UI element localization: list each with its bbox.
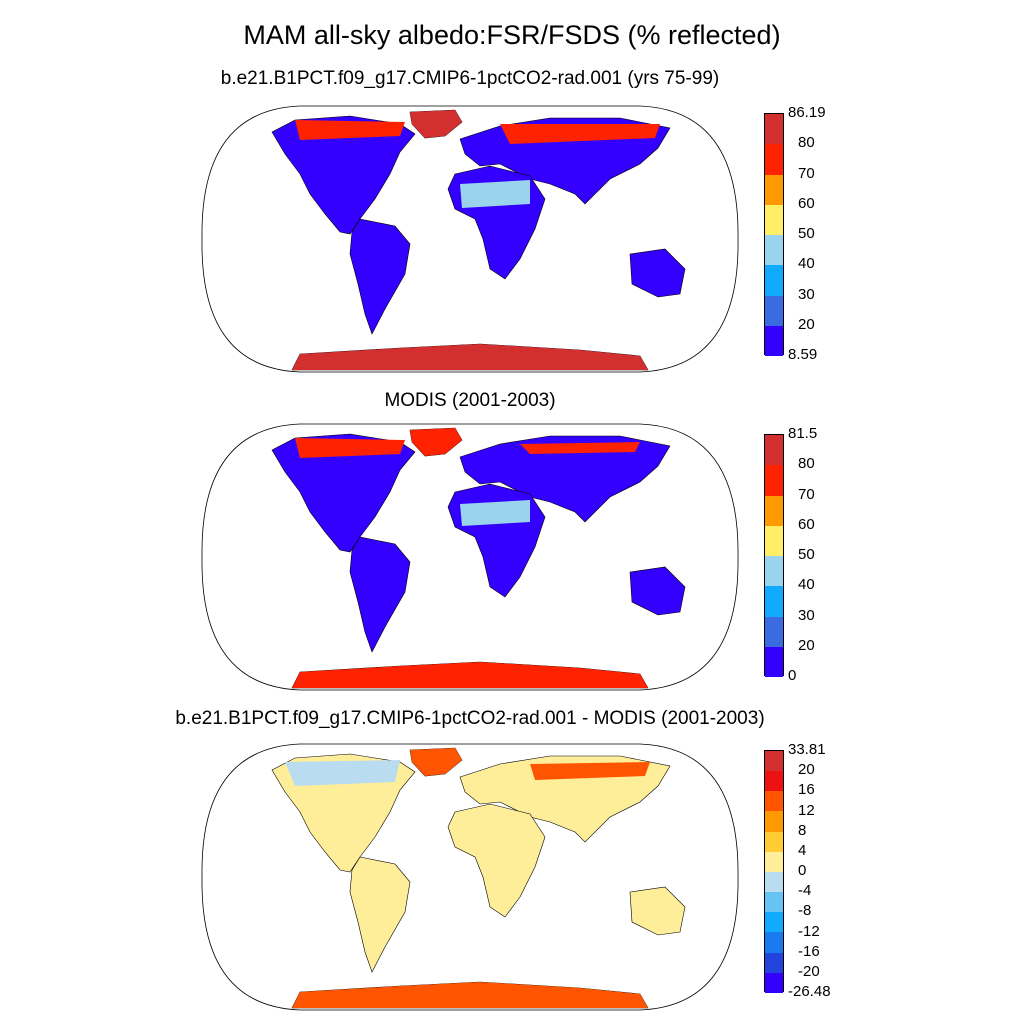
colorbar-swatch [765,295,783,326]
albedo-region [460,180,530,208]
colorbar-swatch [765,912,783,933]
map-panel-2 [201,423,739,691]
colorbar-swatch [765,791,783,812]
colorbar-swatch [765,556,783,587]
colorbar-label: -26.48 [788,983,831,1000]
albedo-region [295,120,405,140]
colorbar-swatch [765,235,783,266]
albedo-region [520,442,640,454]
colorbar-label: 12 [798,801,815,819]
colorbar-swatch [765,144,783,175]
colorbar-swatch [765,972,783,993]
colorbar-swatch [765,871,783,893]
albedo-region [295,438,405,458]
colorbar-label: 86.19 [788,104,826,121]
land-north-america [271,433,416,553]
colorbar-label: 80 [798,134,815,152]
colorbar-label: 40 [798,255,815,273]
colorbar-box [764,113,784,356]
colorbar-label: 81.5 [788,425,818,442]
albedo-region [292,662,648,688]
land-australia [629,886,686,936]
colorbar-label: 60 [798,194,815,212]
panel-1-title: b.e21.B1PCT.f09_g17.CMIP6-1pctCO2-rad.00… [220,68,720,89]
albedo-region [285,760,400,786]
albedo-region [292,344,648,370]
land-australia [629,248,686,298]
colorbar-swatch [765,174,783,205]
colorbar-swatch [765,831,783,852]
albedo-region [410,748,462,776]
land-south-america [349,218,411,335]
colorbar-swatch [765,114,783,145]
map-panel-3 [201,743,739,1011]
colorbar-swatch [765,265,783,296]
colorbar-swatch [765,204,783,235]
land-north-america [271,115,416,235]
colorbar-label: 20 [798,315,815,333]
colorbar-swatch [765,811,783,832]
colorbar-label: -4 [798,882,812,900]
figure-title: MAM all-sky albedo:FSR/FSDS (% reflected… [243,20,781,50]
colorbar-label: -8 [798,902,812,920]
colorbar-swatch [765,892,783,913]
colorbar-swatch [765,495,783,526]
panel-2-title: MODIS (2001-2003) [384,390,556,411]
albedo-region [460,500,530,526]
colorbar-label: 60 [798,515,815,533]
colorbar-label: 70 [798,164,815,182]
land-eurasia [459,755,671,843]
albedo-region [410,428,462,456]
colorbar-swatch [765,932,783,953]
colorbar-label: -16 [798,942,820,960]
colorbar-label: 0 [788,667,797,684]
land-eurasia [459,435,671,523]
colorbar-swatch [765,325,783,356]
albedo-region [292,982,648,1008]
colorbar-swatch [765,465,783,496]
colorbar-box [764,434,784,677]
colorbar-swatch [765,616,783,647]
colorbar-label: 30 [798,606,815,624]
colorbar-label: 70 [798,485,815,503]
colorbar-swatch [765,646,783,677]
land-africa [447,803,546,918]
land-australia [629,566,686,616]
colorbar-label: 33.81 [788,741,826,758]
colorbar-box [764,750,784,993]
colorbar-swatch [765,952,783,973]
colorbar-label: 40 [798,576,815,594]
colorbar-label: -20 [798,962,820,980]
colorbar-swatch [765,586,783,617]
land-south-america [349,856,411,973]
map-panel-1 [201,105,739,373]
colorbar-swatch [765,851,783,872]
colorbar-label: 30 [798,285,815,303]
colorbar-swatch [765,435,783,466]
colorbar-swatch [765,751,783,772]
colorbar-swatch [765,525,783,556]
colorbar-label: 16 [798,781,815,799]
colorbar-label: 20 [798,636,815,654]
colorbar-label: 0 [798,862,807,879]
colorbar-swatch [765,771,783,792]
colorbar-label: 50 [798,546,815,563]
colorbar-label: 80 [798,455,815,473]
colorbar-label: 20 [798,761,815,779]
panel-3-title: b.e21.B1PCT.f09_g17.CMIP6-1pctCO2-rad.00… [175,708,765,729]
colorbar-label: -12 [798,922,820,940]
land-south-america [349,536,411,653]
albedo-region [410,110,462,138]
colorbar-label: 8 [798,821,807,839]
colorbar-label: 50 [798,225,815,242]
colorbar-label: 8.59 [788,346,818,363]
albedo-region [530,762,650,780]
colorbar-label: 4 [798,841,807,859]
albedo-region [500,124,660,144]
